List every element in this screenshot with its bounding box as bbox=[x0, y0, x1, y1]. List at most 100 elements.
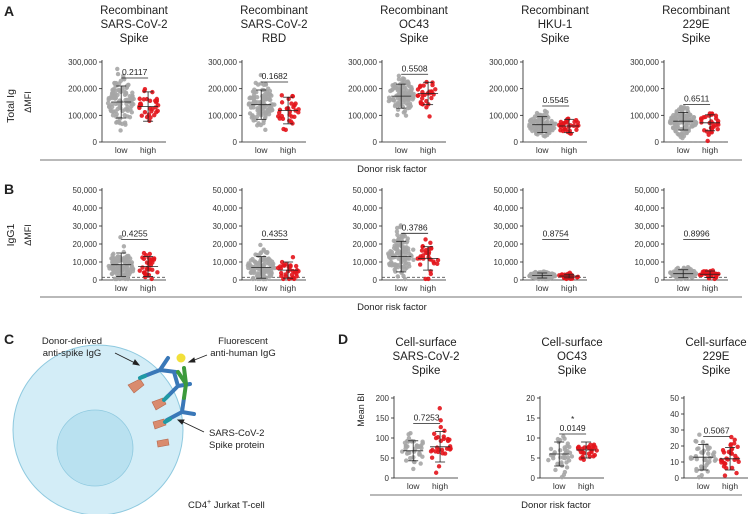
data-point-high bbox=[430, 82, 435, 88]
x-category-label: high bbox=[702, 145, 718, 155]
data-point-low bbox=[246, 102, 252, 107]
y-tick-label: 200,000 bbox=[68, 85, 97, 94]
y-tick-label: 300,000 bbox=[348, 58, 377, 67]
data-point-low bbox=[252, 89, 257, 95]
data-point-high bbox=[701, 269, 707, 274]
data-point-low bbox=[269, 93, 274, 98]
data-point-low bbox=[255, 252, 260, 258]
data-point-low bbox=[390, 86, 396, 92]
data-point-low bbox=[261, 276, 266, 282]
chart-title-line: OC43 bbox=[399, 19, 429, 31]
x-category-label: low bbox=[115, 283, 129, 293]
arrow-icons bbox=[114, 352, 208, 433]
chart-a4: Recombinant HKU-1 Spike 0 100,000 200,000 300,… bbox=[489, 5, 590, 155]
data-point-low bbox=[674, 276, 679, 282]
data-point-low bbox=[414, 443, 420, 449]
data-point-low bbox=[110, 252, 115, 258]
data-point-low bbox=[258, 72, 264, 78]
data-point-low bbox=[411, 449, 417, 454]
data-point-low bbox=[109, 271, 115, 277]
data-point-low bbox=[272, 102, 277, 107]
y-tick-label: 150 bbox=[376, 414, 390, 423]
data-point-high bbox=[435, 435, 441, 440]
y-tick-label: 50,000 bbox=[73, 186, 98, 195]
data-point-low bbox=[114, 276, 120, 282]
data-point-low bbox=[700, 439, 706, 445]
x-category-label: low bbox=[255, 283, 269, 293]
data-point-low bbox=[562, 436, 567, 441]
chart-b5: 0 10,000 20,000 30,000 40,000 50,000 low high 0.… bbox=[635, 186, 728, 293]
data-point-low bbox=[417, 452, 422, 457]
y-tick-label: 0 bbox=[514, 276, 519, 285]
data-point-low bbox=[678, 107, 684, 113]
panel-label-d: D bbox=[338, 331, 348, 347]
data-point-low bbox=[254, 260, 259, 266]
row-d-ylabel: Mean BI bbox=[356, 393, 366, 427]
data-point-low bbox=[131, 102, 136, 107]
data-point-high bbox=[139, 113, 144, 118]
y-tick-label: 40,000 bbox=[635, 204, 660, 213]
data-point-high bbox=[419, 96, 425, 101]
y-tick-label: 20 bbox=[670, 442, 679, 451]
data-point-low bbox=[694, 439, 699, 444]
data-point-high bbox=[429, 246, 434, 251]
y-tick-label: 0 bbox=[233, 138, 238, 147]
data-point-high bbox=[285, 106, 290, 111]
data-point-high bbox=[710, 121, 715, 126]
data-point-high bbox=[732, 437, 737, 443]
data-point-low bbox=[255, 82, 261, 87]
data-point-low bbox=[555, 461, 560, 467]
data-point-high bbox=[279, 273, 284, 279]
data-point-low bbox=[685, 105, 690, 111]
y-tick-label: 10 bbox=[670, 458, 679, 467]
y-tick-label: 50 bbox=[380, 454, 389, 463]
y-tick-label: 50 bbox=[670, 394, 679, 403]
data-point-low bbox=[697, 432, 702, 437]
data-point-high bbox=[440, 451, 445, 456]
y-tick-label: 0 bbox=[655, 276, 660, 285]
data-point-high bbox=[279, 100, 285, 105]
data-point-low bbox=[699, 473, 704, 478]
data-point-low bbox=[420, 439, 425, 444]
y-tick-label: 200,000 bbox=[630, 85, 659, 94]
data-point-low bbox=[252, 99, 258, 104]
data-point-low bbox=[401, 245, 407, 250]
data-point-low bbox=[395, 232, 400, 238]
y-tick-label: 30,000 bbox=[494, 222, 519, 231]
data-point-high bbox=[722, 460, 727, 466]
data-point-low bbox=[112, 80, 117, 86]
p-value-label: 0.1682 bbox=[262, 71, 288, 81]
data-point-high bbox=[279, 93, 284, 98]
data-point-low bbox=[685, 118, 690, 123]
data-point-low bbox=[123, 276, 128, 282]
p-value-label: 0.8754 bbox=[543, 229, 569, 239]
data-point-high bbox=[729, 451, 735, 456]
data-point-high bbox=[429, 455, 435, 460]
data-point-high bbox=[592, 452, 598, 458]
y-tick-label: 30 bbox=[670, 426, 679, 435]
x-category-label: low bbox=[553, 481, 567, 491]
p-value-label: 0.5545 bbox=[543, 95, 569, 105]
donor-label-line2: anti-spike IgG bbox=[43, 348, 102, 359]
y-tick-label: 20,000 bbox=[213, 240, 238, 249]
assay-diagram: Donor-derived anti-spike IgG Fluorescent… bbox=[12, 336, 276, 514]
chart-title-line: Cell-surface bbox=[685, 337, 746, 349]
data-point-low bbox=[119, 269, 125, 274]
donor-igg-tips-icon bbox=[138, 374, 172, 424]
y-tick-label: 300,000 bbox=[208, 58, 237, 67]
data-point-low bbox=[401, 76, 407, 82]
y-tick-label: 0 bbox=[655, 138, 660, 147]
data-point-low bbox=[403, 458, 409, 463]
chart-title-line: Spike bbox=[682, 33, 711, 45]
data-point-low bbox=[395, 96, 401, 101]
y-tick-label: 200 bbox=[376, 394, 390, 403]
data-point-low bbox=[398, 224, 403, 230]
data-point-low bbox=[118, 78, 124, 83]
data-point-low bbox=[105, 100, 111, 106]
data-point-low bbox=[393, 265, 398, 270]
y-tick-label: 30,000 bbox=[73, 222, 98, 231]
data-point-low bbox=[253, 117, 258, 123]
data-point-low bbox=[544, 132, 550, 138]
data-point-high bbox=[429, 95, 434, 101]
